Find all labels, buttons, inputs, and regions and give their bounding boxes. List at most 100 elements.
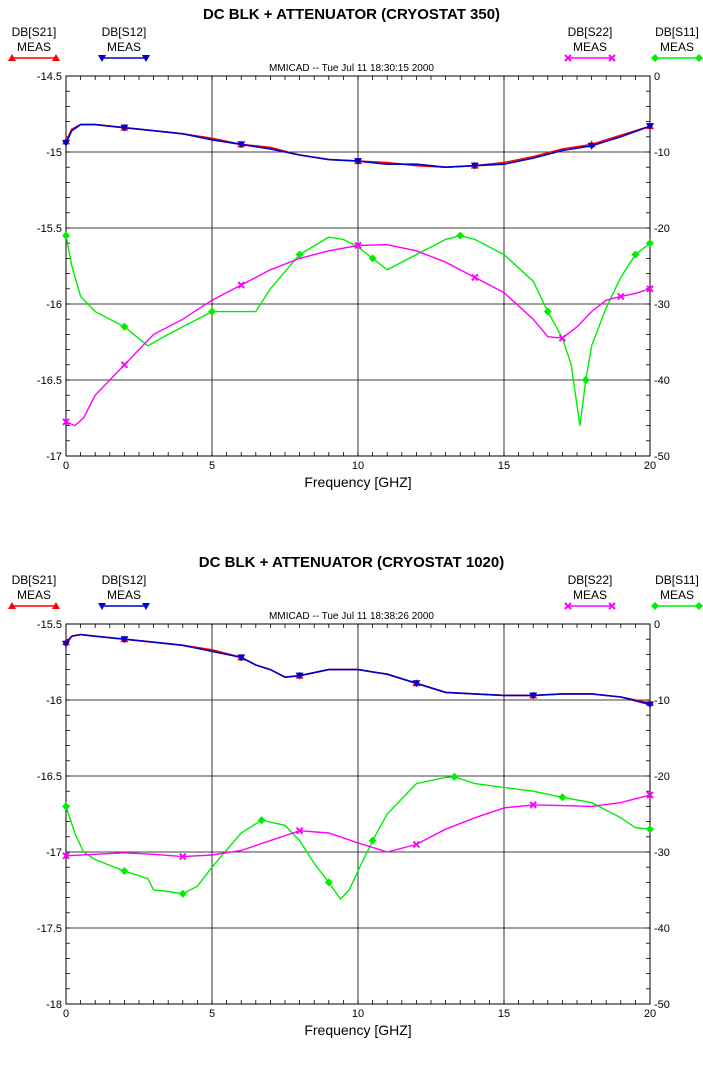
- series-line-2: [66, 794, 650, 858]
- x-axis-label: Frequency [GHZ]: [304, 1022, 411, 1038]
- data-point: [368, 836, 377, 845]
- data-point: [295, 672, 304, 680]
- data-point: [295, 250, 304, 259]
- legend-sublabel: MEAS: [17, 40, 51, 54]
- legend-label: DB[S21]: [12, 573, 57, 587]
- legend-marker: [695, 602, 703, 610]
- legend-entry-2: DB[S22]MEAS: [564, 573, 616, 610]
- legend-label: DB[S22]: [568, 25, 613, 39]
- y-right-tick-label: -20: [654, 223, 670, 235]
- legend-marker: [52, 602, 60, 609]
- y-left-tick-label: -15: [46, 147, 62, 159]
- data-point: [62, 418, 70, 426]
- legend-marker: [564, 54, 572, 62]
- legend-label: DB[S22]: [568, 573, 613, 587]
- legend-label: DB[S12]: [102, 573, 147, 587]
- y-right-tick-label: -40: [654, 923, 670, 935]
- y-right-tick-label: 0: [654, 71, 660, 83]
- y-right-tick-label: -40: [654, 375, 670, 387]
- x-tick-label: 10: [352, 1008, 364, 1020]
- data-point: [237, 141, 246, 149]
- data-point: [646, 239, 654, 248]
- data-point: [208, 307, 216, 316]
- x-tick-label: 10: [352, 460, 364, 472]
- data-point: [412, 840, 421, 849]
- data-point: [646, 285, 654, 293]
- data-point: [646, 123, 654, 131]
- chart-cryostat-1020: DC BLK + ATTENUATOR (CRYOSTAT 1020) DB[S2…: [0, 548, 703, 1068]
- data-point: [62, 802, 70, 811]
- legend-sublabel: MEAS: [573, 588, 607, 602]
- data-point: [354, 241, 362, 250]
- legend-sublabel: MEAS: [107, 588, 141, 602]
- legend-marker: [695, 54, 703, 62]
- x-tick-label: 5: [209, 1008, 215, 1020]
- data-point: [471, 273, 479, 282]
- legend-entry-1: DB[S12]MEAS: [98, 25, 150, 62]
- y-left-tick-label: -16.5: [37, 771, 62, 783]
- data-point: [237, 281, 245, 289]
- x-tick-label: 0: [63, 460, 69, 472]
- x-tick-label: 20: [644, 460, 656, 472]
- data-point: [646, 825, 654, 834]
- legend-marker: [98, 55, 106, 62]
- series-line-1: [66, 123, 650, 169]
- y-right-tick-label: -10: [654, 695, 670, 707]
- legend-sublabel: MEAS: [107, 40, 141, 54]
- y-right-tick-label: 0: [654, 619, 660, 631]
- x-tick-label: 5: [209, 460, 215, 472]
- x-tick-label: 15: [498, 1008, 510, 1020]
- x-axis-label: Frequency [GHZ]: [304, 474, 411, 490]
- data-point: [237, 654, 246, 662]
- x-tick-label: 20: [644, 1008, 656, 1020]
- y-left-tick-label: -18: [46, 999, 62, 1011]
- timestamp: MMICAD -- Tue Jul 11 18:38:26 2000: [269, 611, 434, 622]
- timestamp: MMICAD -- Tue Jul 11 18:30:15 2000: [269, 63, 434, 74]
- y-left-tick-label: -15.5: [37, 223, 62, 235]
- data-point: [257, 816, 266, 825]
- y-right-tick-label: -50: [654, 451, 670, 463]
- data-point: [646, 701, 654, 709]
- data-point: [558, 334, 567, 342]
- chart-svg: DC BLK + ATTENUATOR (CRYOSTAT 1020) DB[S2…: [8, 554, 703, 1038]
- x-tick-label: 0: [63, 1008, 69, 1020]
- y-left-tick-label: -17: [46, 847, 62, 859]
- data-point: [646, 791, 654, 799]
- data-point: [470, 162, 479, 170]
- y-right-tick-label: -30: [654, 299, 670, 311]
- data-point: [120, 124, 129, 132]
- data-point: [120, 361, 129, 369]
- legend-label: DB[S12]: [102, 25, 147, 39]
- legend-marker: [52, 54, 60, 61]
- data-point: [529, 801, 537, 809]
- data-point: [456, 231, 465, 240]
- data-point: [178, 889, 187, 898]
- data-point: [587, 142, 596, 150]
- chart-title: DC BLK + ATTENUATOR (CRYOSTAT 1020): [199, 554, 504, 571]
- data-point: [62, 139, 70, 147]
- legend-label: DB[S11]: [655, 573, 699, 587]
- data-point: [529, 692, 538, 700]
- y-right-tick-label: -50: [654, 999, 670, 1011]
- legend-marker: [98, 603, 106, 610]
- data-point: [617, 292, 625, 301]
- y-left-tick-label: -16: [46, 299, 62, 311]
- legend-marker: [608, 602, 616, 610]
- y-right-tick-label: -30: [654, 847, 670, 859]
- chart-title: DC BLK + ATTENUATOR (CRYOSTAT 350): [203, 6, 500, 23]
- chart-cryostat-350: DC BLK + ATTENUATOR (CRYOSTAT 350) DB[S21…: [0, 0, 703, 520]
- data-point: [558, 793, 567, 802]
- legend-marker: [564, 602, 572, 610]
- legend-entry-0: DB[S21]MEAS: [8, 25, 60, 61]
- data-point: [295, 827, 304, 835]
- legend-label: DB[S11]: [655, 25, 699, 39]
- data-point: [120, 867, 129, 875]
- legend-sublabel: MEAS: [660, 40, 694, 54]
- data-point: [354, 158, 362, 166]
- y-left-tick-label: -15.5: [37, 619, 62, 631]
- series-line-2: [66, 243, 650, 427]
- legend-marker: [8, 602, 16, 609]
- y-left-tick-label: -17: [46, 451, 62, 463]
- legend-marker: [142, 55, 150, 62]
- legend-entry-1: DB[S12]MEAS: [98, 573, 150, 610]
